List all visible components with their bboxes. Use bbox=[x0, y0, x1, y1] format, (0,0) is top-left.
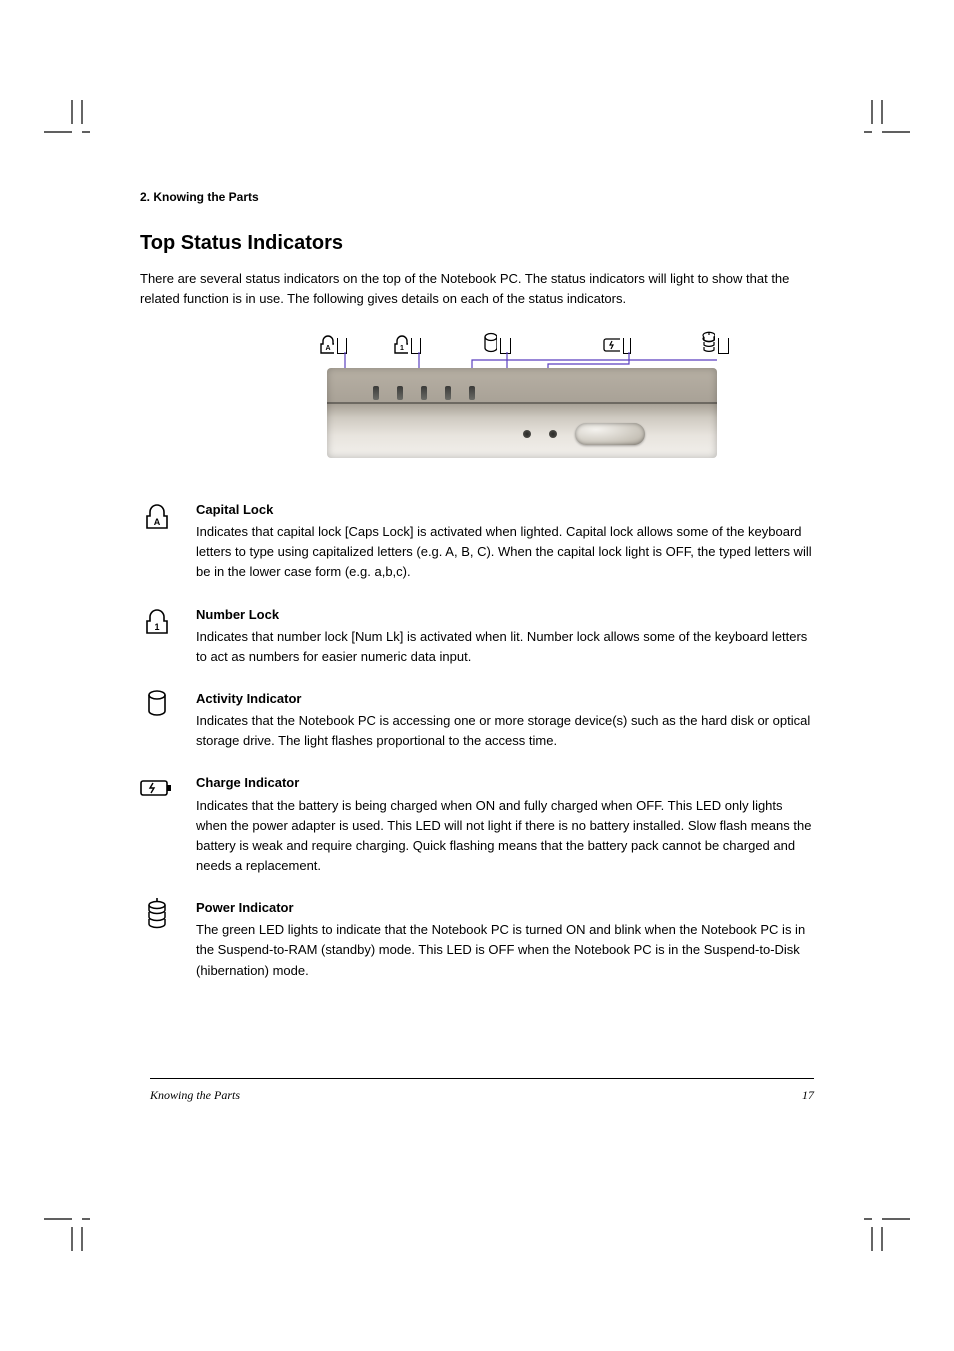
intro-paragraph: There are several status indicators on t… bbox=[140, 269, 814, 308]
section-heading: Top Status Indicators bbox=[140, 232, 814, 255]
indicator-list: A Capital Lock Indicates that capital lo… bbox=[140, 500, 814, 981]
device-photo bbox=[327, 368, 717, 458]
page-content: 2. Knowing the Parts Top Status Indicato… bbox=[140, 190, 814, 1003]
indicator-body: Indicates that number lock [Num Lk] is a… bbox=[196, 629, 807, 664]
cylinder-icon bbox=[140, 689, 174, 719]
indicator-title: Power Indicator bbox=[196, 898, 814, 918]
crop-mark-tr bbox=[864, 100, 910, 146]
footer-running-head: Knowing the Parts bbox=[150, 1088, 240, 1103]
chapter-label: 2. Knowing the Parts bbox=[140, 190, 814, 204]
indicator-capslock: A Capital Lock Indicates that capital lo… bbox=[140, 500, 814, 583]
callout-numlock-icon: 1 bbox=[393, 330, 421, 354]
indicator-text: Power Indicator The green LED lights to … bbox=[196, 898, 814, 981]
battery-icon bbox=[140, 773, 174, 803]
indicator-numlock: 1 Number Lock Indicates that number lock… bbox=[140, 605, 814, 667]
indicator-diagram: A 1 bbox=[237, 330, 717, 460]
callout-capslock-icon: A bbox=[319, 330, 347, 354]
indicator-title: Capital Lock bbox=[196, 500, 814, 520]
lock-icon: A bbox=[140, 500, 174, 530]
indicator-body: Indicates that the battery is being char… bbox=[196, 798, 811, 873]
indicator-activity: Activity Indicator Indicates that the No… bbox=[140, 689, 814, 751]
coil-icon bbox=[140, 898, 174, 928]
footer-page-number: 17 bbox=[802, 1088, 814, 1103]
indicator-power: Power Indicator The green LED lights to … bbox=[140, 898, 814, 981]
indicator-title: Charge Indicator bbox=[196, 773, 814, 793]
svg-text:1: 1 bbox=[154, 622, 159, 632]
indicator-title: Activity Indicator bbox=[196, 689, 814, 709]
indicator-charge: Charge Indicator Indicates that the batt… bbox=[140, 773, 814, 876]
svg-text:A: A bbox=[154, 517, 161, 527]
indicator-body: Indicates that the Notebook PC is access… bbox=[196, 713, 810, 748]
callout-activity-icon bbox=[483, 330, 511, 354]
svg-text:A: A bbox=[325, 345, 330, 352]
indicator-title: Number Lock bbox=[196, 605, 814, 625]
indicator-text: Charge Indicator Indicates that the batt… bbox=[196, 773, 814, 876]
callout-charge-icon bbox=[603, 330, 631, 354]
indicator-text: Activity Indicator Indicates that the No… bbox=[196, 689, 814, 751]
crop-mark-br bbox=[864, 1205, 910, 1251]
indicator-body: The green LED lights to indicate that th… bbox=[196, 922, 805, 977]
indicator-body: Indicates that capital lock [Caps Lock] … bbox=[196, 524, 812, 579]
crop-mark-tl bbox=[44, 100, 90, 146]
lock-icon: 1 bbox=[140, 605, 174, 635]
crop-mark-bl bbox=[44, 1205, 90, 1251]
indicator-text: Number Lock Indicates that number lock [… bbox=[196, 605, 814, 667]
svg-text:1: 1 bbox=[400, 345, 404, 352]
footer-rule bbox=[150, 1078, 814, 1079]
indicator-text: Capital Lock Indicates that capital lock… bbox=[196, 500, 814, 583]
callout-power-icon bbox=[701, 330, 729, 354]
